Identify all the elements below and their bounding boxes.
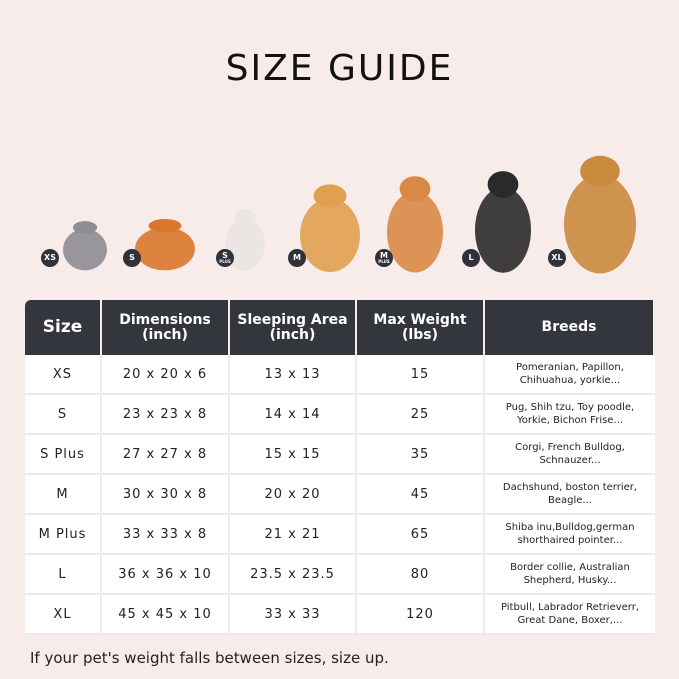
- table-cell: Corgi, French Bulldog, Schnauzer...: [485, 435, 655, 475]
- table-cell: 120: [357, 595, 485, 635]
- table-cell: Pomeranian, Papillon, Chihuahua, yorkie.…: [485, 355, 655, 395]
- badge-label: L: [468, 253, 474, 262]
- size-badge-2: S PLUS: [216, 249, 234, 267]
- badge-label: M: [380, 251, 388, 260]
- table-cell: 33 x 33: [230, 595, 357, 635]
- table-cell: Pitbull, Labrador Retrieverr, Great Dane…: [485, 595, 655, 635]
- pet-corgi-image: [300, 184, 360, 273]
- table-cell: Dachshund, boston terrier, Beagle...: [485, 475, 655, 515]
- column-header: Dimensions (inch): [102, 300, 230, 355]
- size-table: Size Dimensions (inch) Sleeping Area (inch…: [25, 300, 655, 635]
- table-cell: XS: [25, 355, 102, 395]
- pet-pomeranian-image: [135, 219, 195, 271]
- table-cell: 25: [357, 395, 485, 435]
- table-cell: Shiba inu,Bulldog,german shorthaired poi…: [485, 515, 655, 555]
- table-cell: 23.5 x 23.5: [230, 555, 357, 595]
- size-badge-6: XL: [548, 249, 566, 267]
- pet-cat-image: [63, 221, 107, 271]
- table-cell: S Plus: [25, 435, 102, 475]
- badge-label: XS: [44, 253, 56, 262]
- column-header: Max Weight (lbs): [357, 300, 485, 355]
- table-cell: 15: [357, 355, 485, 395]
- table-cell: 36 x 36 x 10: [102, 555, 230, 595]
- table-cell: 33 x 33 x 8: [102, 515, 230, 555]
- table-cell: 35: [357, 435, 485, 475]
- table-cell: 14 x 14: [230, 395, 357, 435]
- size-badge-4: M PLUS: [375, 249, 393, 267]
- table-cell: 27 x 27 x 8: [102, 435, 230, 475]
- table-cell: 23 x 23 x 8: [102, 395, 230, 435]
- table-cell: L: [25, 555, 102, 595]
- sizing-note: If your pet's weight falls between sizes…: [30, 649, 389, 667]
- badge-label: S: [129, 253, 135, 262]
- table-cell: 13 x 13: [230, 355, 357, 395]
- table-cell: Pug, Shih tzu, Toy poodle, Yorkie, Bicho…: [485, 395, 655, 435]
- table-cell: 80: [357, 555, 485, 595]
- badge-sublabel: PLUS: [378, 259, 390, 264]
- table-cell: 20 x 20 x 6: [102, 355, 230, 395]
- table-cell: 20 x 20: [230, 475, 357, 515]
- table-cell: 15 x 15: [230, 435, 357, 475]
- table-cell: 65: [357, 515, 485, 555]
- column-header: Breeds: [485, 300, 655, 355]
- size-badge-3: M: [288, 249, 306, 267]
- pet-french-bulldog-image: [225, 208, 265, 271]
- size-badge-1: S: [123, 249, 141, 267]
- size-badge-5: L: [462, 249, 480, 267]
- badge-label: XL: [551, 253, 563, 262]
- table-cell: XL: [25, 595, 102, 635]
- pet-shiba-inu-image: [387, 176, 443, 273]
- table-cell: 21 x 21: [230, 515, 357, 555]
- page-title: SIZE GUIDE: [225, 48, 454, 89]
- column-header: Sleeping Area (inch): [230, 300, 357, 355]
- badge-label: S: [222, 251, 228, 260]
- table-cell: M Plus: [25, 515, 102, 555]
- table-cell: S: [25, 395, 102, 435]
- pet-lineup: XS S S PLUS M M PLUS L XL: [0, 140, 679, 280]
- table-cell: M: [25, 475, 102, 515]
- pet-golden-retriever-image: [564, 155, 636, 274]
- size-badge-0: XS: [41, 249, 59, 267]
- table-cell: 45: [357, 475, 485, 515]
- column-header: Size: [25, 300, 102, 355]
- table-cell: 45 x 45 x 10: [102, 595, 230, 635]
- badge-label: M: [293, 253, 301, 262]
- table-cell: Border collie, Australian Shepherd, Husk…: [485, 555, 655, 595]
- badge-sublabel: PLUS: [219, 259, 231, 264]
- table-cell: 30 x 30 x 8: [102, 475, 230, 515]
- pet-border-collie-image: [475, 171, 531, 273]
